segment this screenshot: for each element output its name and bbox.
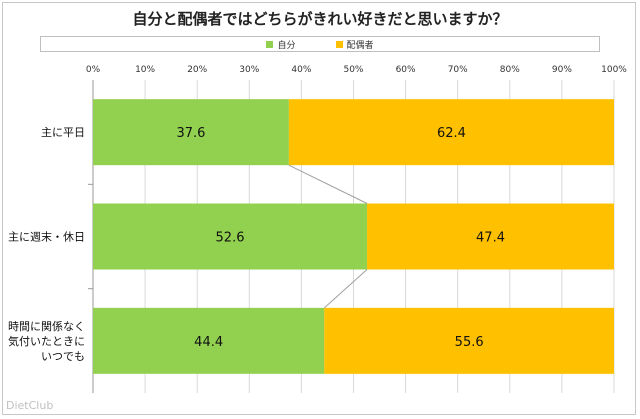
data-label-1-1: 47.4 [476,231,505,246]
legend-item-spouse: 配偶者 [335,38,374,51]
bar-1-0 [93,203,368,270]
legend-label-spouse: 配偶者 [346,40,374,51]
category-label-2-2: いつでも [41,350,85,363]
x-tick-label-3: 30% [239,65,259,75]
legend: 自分 配偶者 [40,36,600,52]
x-tick-label-1: 10% [135,65,155,75]
chart-title: 自分と配偶者ではどちらがきれい好きだと思いますか？ [132,10,508,28]
bar-0-0 [93,99,289,166]
legend-item-self: 自分 [266,38,296,51]
series-line-1 [323,269,368,309]
bar-1-1 [367,203,614,270]
series-line-0 [288,164,368,204]
x-tick-label-4: 40% [291,65,311,75]
data-label-0-0: 37.6 [176,126,205,141]
watermark-logo: DietClub [6,399,54,412]
x-tick-label-7: 70% [448,65,468,75]
data-label-0-1: 62.4 [437,126,466,141]
x-tick-label-8: 80% [500,65,520,75]
x-tick-label-5: 50% [343,65,363,75]
bar-2-1 [324,307,614,374]
x-tick-label-6: 60% [396,65,416,75]
bar-0-1 [288,99,614,166]
x-tick-label-9: 90% [552,65,572,75]
data-label-2-1: 55.6 [455,335,484,350]
x-tick-label-10: 100% [601,65,627,75]
legend-label-self: 自分 [277,40,296,51]
legend-swatch-self [266,40,274,48]
data-label-2-0: 44.4 [194,335,223,350]
category-label-1-0: 主に週末・休日 [8,230,85,244]
category-label-2-0: 時間に関係なく [8,320,85,333]
legend-swatch-spouse [335,40,343,48]
x-tick-label-0: 0% [86,65,101,75]
category-label-0-0: 主に平日 [41,126,85,139]
x-tick-label-2: 20% [187,65,207,75]
data-label-1-0: 52.6 [216,231,245,246]
bar-2-0 [93,307,325,374]
category-label-2-1: 気付いたときに [8,334,85,348]
